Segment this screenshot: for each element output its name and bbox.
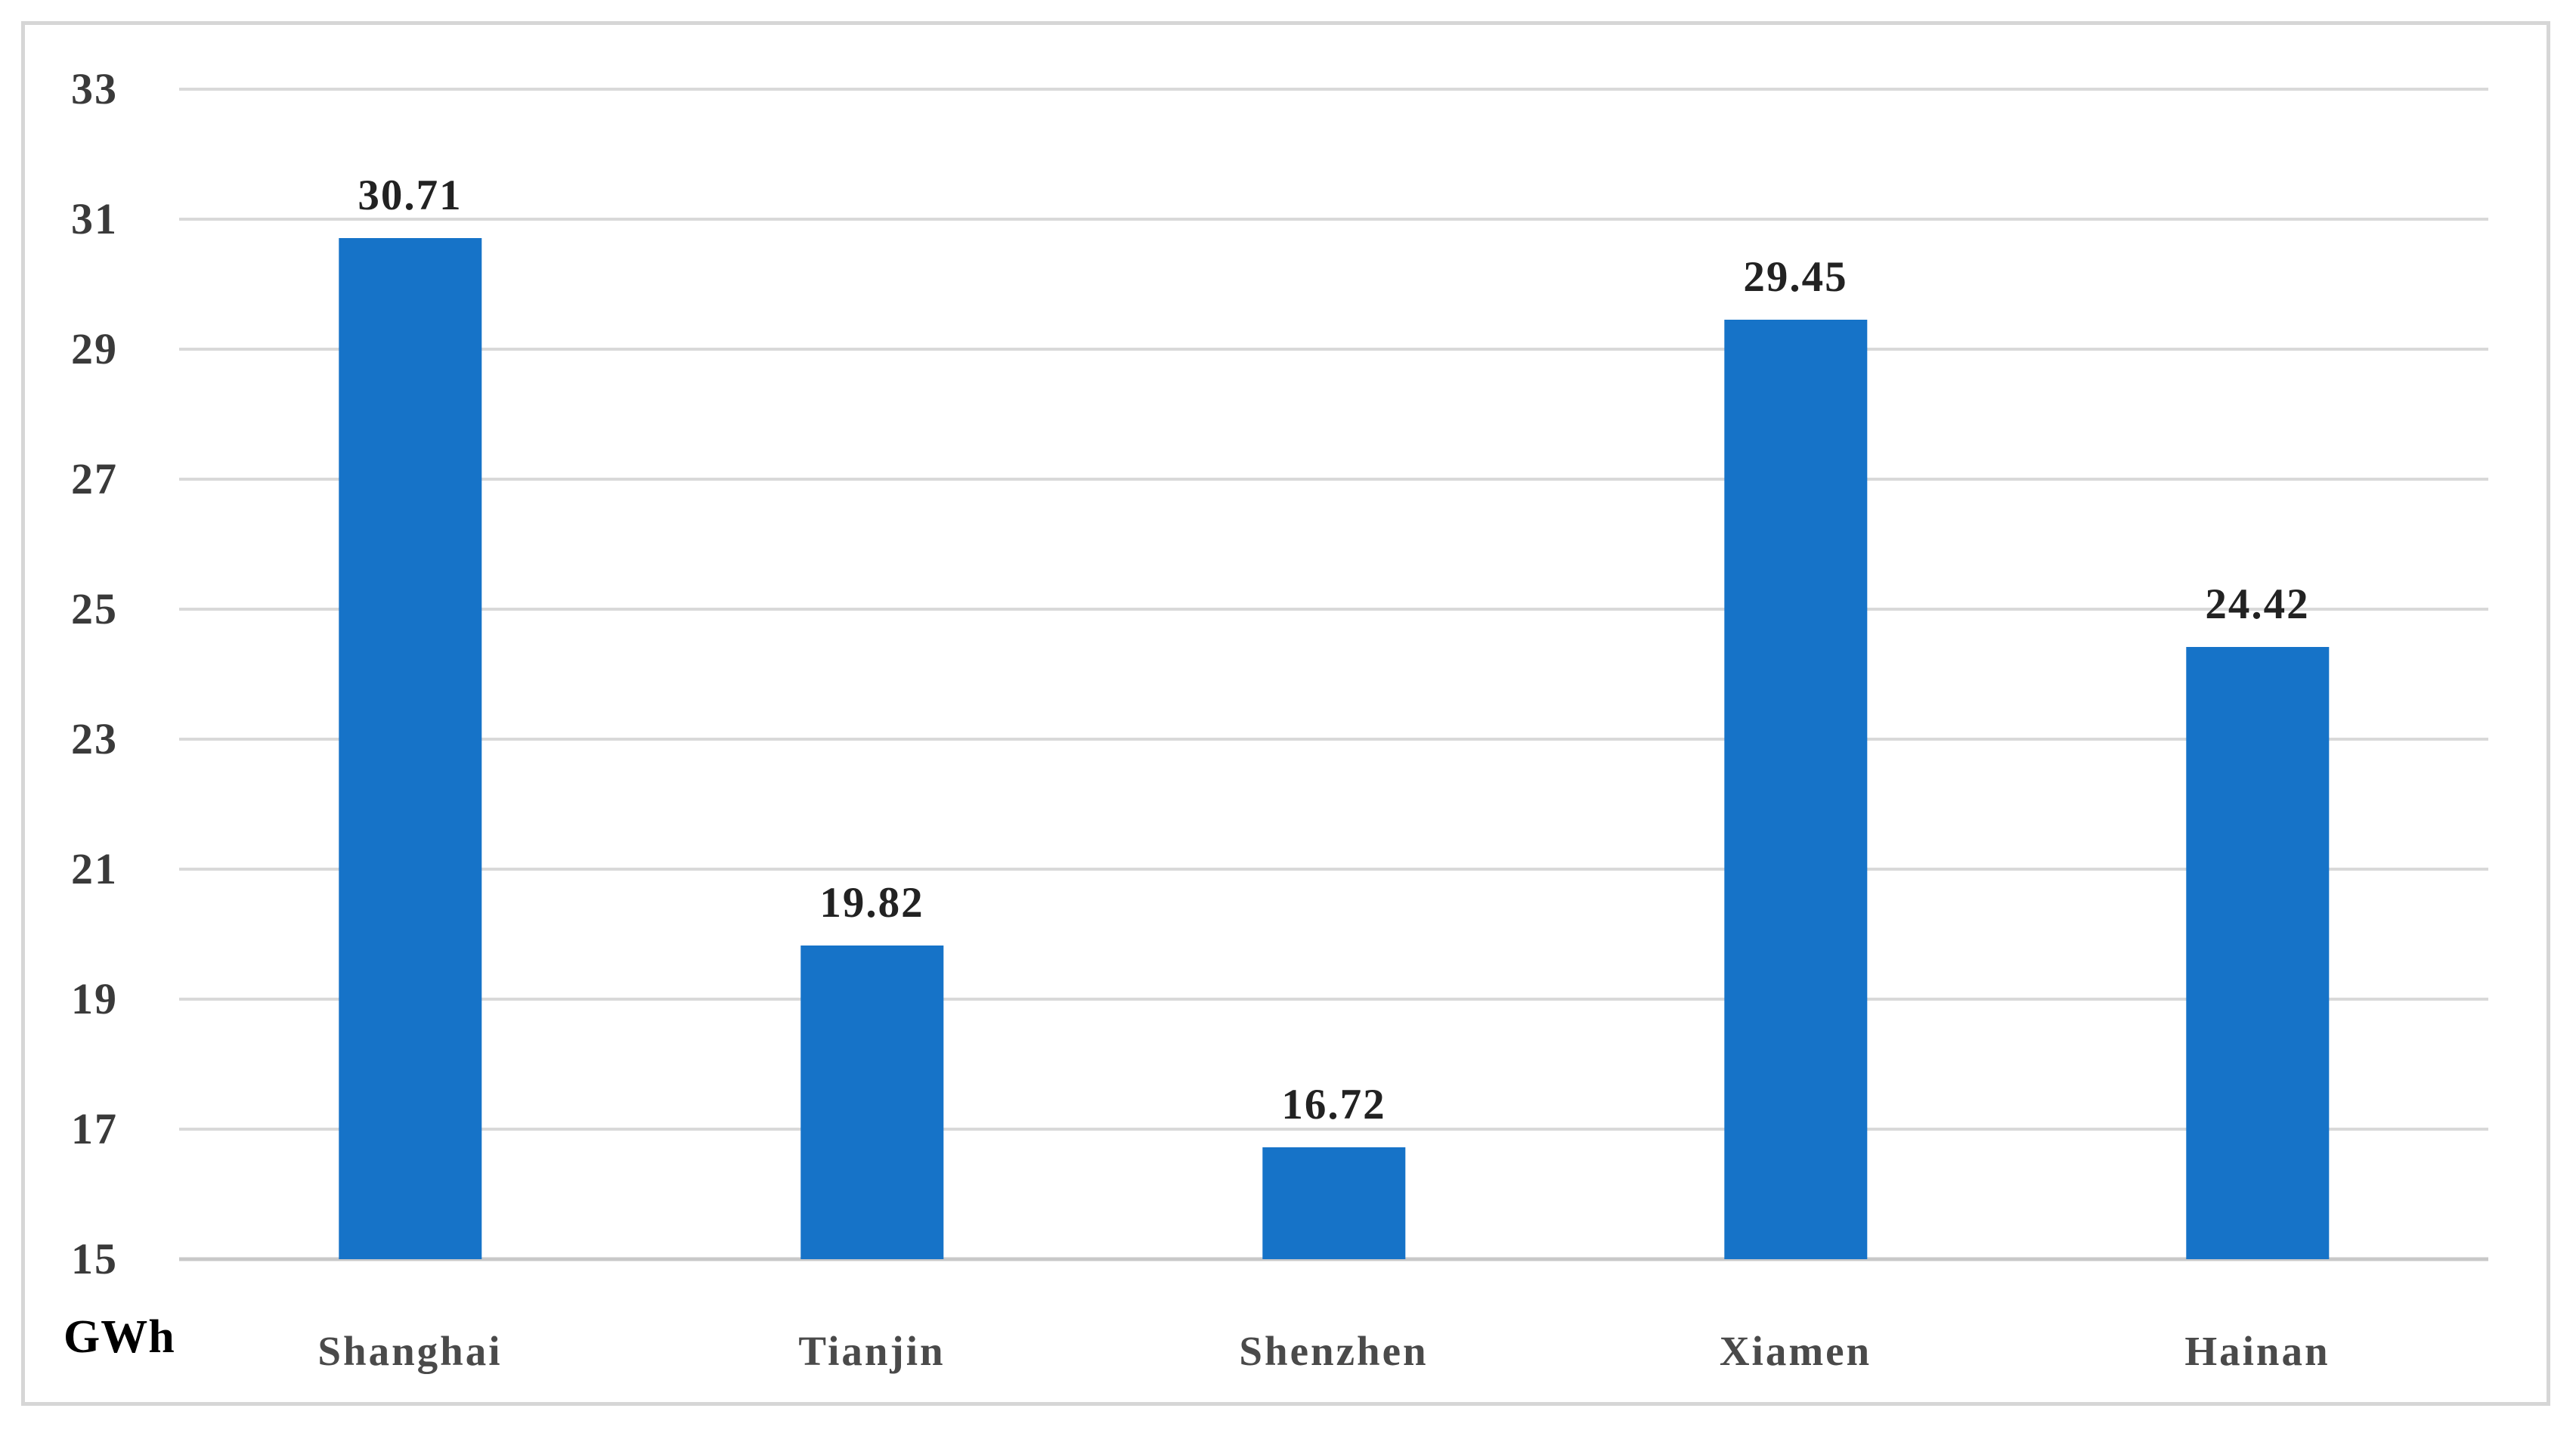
gridline — [179, 88, 2488, 91]
category-slot: Shenzhen — [1103, 1301, 1565, 1400]
y-tick-label: 33 — [71, 64, 118, 113]
bar-slot: 16.72 — [1103, 89, 1565, 1259]
bar-slot: 30.71 — [179, 89, 641, 1259]
gridline — [179, 608, 2488, 611]
plot-area — [179, 88, 2488, 1261]
y-axis-unit-label: GWh — [63, 1311, 175, 1363]
y-tick-label: 31 — [71, 194, 118, 243]
category-slot: Tianjin — [641, 1301, 1103, 1400]
x-axis-category-labels: Shanghai Tianjin Shenzhen Xiamen Hainan — [179, 1301, 2488, 1400]
bar-slot: 24.42 — [2026, 89, 2488, 1259]
value-label: 24.42 — [2205, 580, 2310, 628]
bar-shanghai — [338, 237, 482, 1259]
y-tick-label: 17 — [71, 1104, 118, 1153]
category-slot: Shanghai — [179, 1301, 641, 1400]
gridline — [179, 738, 2488, 741]
category-label-shanghai: Shanghai — [317, 1327, 503, 1374]
gridline — [179, 218, 2488, 221]
bar-slot: 19.82 — [641, 89, 1103, 1259]
category-slot: Hainan — [2026, 1301, 2488, 1400]
bar-tianjin — [800, 946, 944, 1259]
y-tick-label: 19 — [71, 974, 118, 1023]
category-label-xiamen: Xiamen — [1719, 1327, 1872, 1374]
gridline — [179, 348, 2488, 351]
y-tick-label: 21 — [71, 844, 118, 894]
y-tick-label: 23 — [71, 714, 118, 763]
value-label: 29.45 — [1743, 253, 1848, 302]
x-axis-baseline — [179, 1257, 2488, 1261]
category-slot: Xiamen — [1565, 1301, 2026, 1400]
gridline — [179, 1128, 2488, 1131]
category-label-tianjin: Tianjin — [798, 1327, 946, 1374]
bar-xiamen — [1723, 320, 1868, 1259]
bar-shenzhen — [1262, 1147, 1406, 1259]
value-label: 19.82 — [819, 879, 924, 927]
bar-slot: 29.45 — [1565, 89, 2026, 1259]
gridline — [179, 478, 2488, 481]
y-tick-label: 15 — [71, 1234, 118, 1283]
value-label: 16.72 — [1281, 1081, 1386, 1129]
gridline — [179, 998, 2488, 1001]
y-axis-tick-labels: 33 31 29 27 25 23 21 19 17 15 — [38, 67, 151, 1281]
y-tick-label: 29 — [71, 324, 118, 373]
bar-hainan — [2185, 646, 2330, 1259]
category-label-hainan: Hainan — [2184, 1327, 2330, 1374]
y-tick-label: 27 — [71, 454, 118, 504]
value-label: 30.71 — [358, 171, 463, 219]
gridline — [179, 868, 2488, 871]
bar-series: 30.71 19.82 16.72 29.45 24.42 — [179, 89, 2488, 1259]
y-tick-label: 25 — [71, 584, 118, 633]
category-label-shenzhen: Shenzhen — [1239, 1327, 1429, 1374]
